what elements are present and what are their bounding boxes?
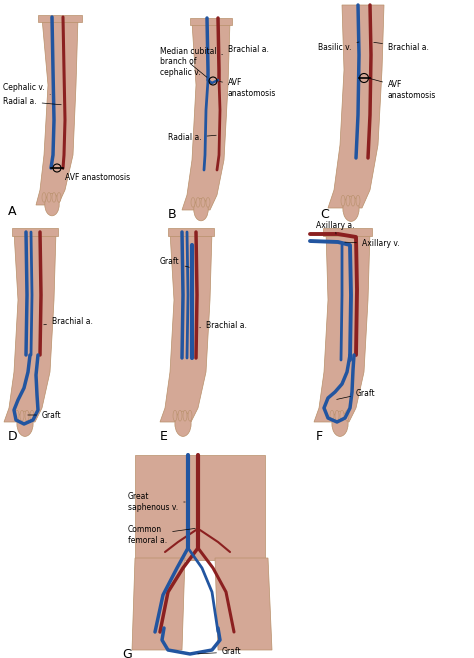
Ellipse shape — [17, 411, 33, 436]
Polygon shape — [4, 232, 56, 422]
Text: E: E — [160, 430, 168, 443]
Polygon shape — [190, 18, 232, 25]
Polygon shape — [132, 558, 185, 650]
Text: B: B — [168, 208, 177, 221]
Text: D: D — [8, 430, 18, 443]
Ellipse shape — [332, 411, 348, 436]
Text: Graft: Graft — [337, 388, 375, 399]
Ellipse shape — [15, 411, 19, 421]
Text: Brachial a.: Brachial a. — [374, 42, 429, 51]
Text: AVF anastomosis: AVF anastomosis — [62, 168, 130, 182]
Ellipse shape — [175, 411, 191, 436]
Text: G: G — [122, 648, 132, 658]
Ellipse shape — [351, 195, 355, 206]
Text: Radial a.: Radial a. — [3, 97, 61, 105]
Polygon shape — [36, 18, 78, 205]
Ellipse shape — [25, 411, 29, 421]
Ellipse shape — [52, 193, 56, 202]
Text: AVF
anastomosis: AVF anastomosis — [371, 79, 437, 100]
Ellipse shape — [57, 193, 61, 202]
Ellipse shape — [178, 411, 182, 421]
Text: Radial a.: Radial a. — [168, 134, 216, 143]
Text: F: F — [316, 430, 323, 443]
Text: Common
femoral a.: Common femoral a. — [128, 525, 195, 545]
Text: A: A — [8, 205, 17, 218]
Text: Brachial a.: Brachial a. — [222, 45, 269, 55]
Text: Axillary a.: Axillary a. — [316, 220, 355, 234]
Ellipse shape — [341, 195, 345, 206]
Ellipse shape — [20, 411, 24, 421]
Polygon shape — [314, 232, 370, 422]
Polygon shape — [135, 455, 265, 560]
Text: Graft: Graft — [198, 647, 242, 657]
Polygon shape — [168, 228, 214, 236]
Text: Brachial a.: Brachial a. — [44, 318, 93, 326]
Polygon shape — [160, 232, 212, 422]
Text: Basilic v.: Basilic v. — [318, 42, 359, 51]
Ellipse shape — [188, 411, 192, 421]
Ellipse shape — [30, 411, 34, 421]
Ellipse shape — [47, 193, 51, 202]
Ellipse shape — [173, 411, 177, 421]
Ellipse shape — [196, 197, 200, 207]
Ellipse shape — [183, 411, 187, 421]
Polygon shape — [12, 228, 58, 236]
Polygon shape — [323, 228, 372, 236]
Text: Great
saphenous v.: Great saphenous v. — [128, 492, 185, 512]
Ellipse shape — [206, 197, 210, 207]
Ellipse shape — [343, 196, 359, 221]
Text: Brachial a.: Brachial a. — [200, 320, 247, 330]
Text: Graft: Graft — [160, 257, 189, 267]
Ellipse shape — [201, 197, 205, 207]
Polygon shape — [38, 15, 82, 22]
Ellipse shape — [194, 199, 208, 221]
Ellipse shape — [191, 197, 195, 207]
Text: Median cubital
branch of
cephalic v.: Median cubital branch of cephalic v. — [160, 47, 217, 77]
Polygon shape — [215, 558, 272, 650]
Ellipse shape — [42, 193, 46, 202]
Text: Axillary v.: Axillary v. — [345, 240, 400, 249]
Polygon shape — [328, 5, 384, 208]
Ellipse shape — [45, 193, 59, 216]
Text: Cephalic v.: Cephalic v. — [3, 84, 50, 94]
Ellipse shape — [345, 411, 349, 421]
Ellipse shape — [335, 411, 339, 421]
Ellipse shape — [340, 411, 344, 421]
Ellipse shape — [356, 195, 360, 206]
Text: C: C — [320, 208, 329, 221]
Ellipse shape — [330, 411, 334, 421]
Polygon shape — [182, 22, 230, 210]
Ellipse shape — [346, 195, 350, 206]
Text: AVF
anastomosis: AVF anastomosis — [220, 78, 276, 97]
Text: Graft: Graft — [28, 411, 62, 420]
